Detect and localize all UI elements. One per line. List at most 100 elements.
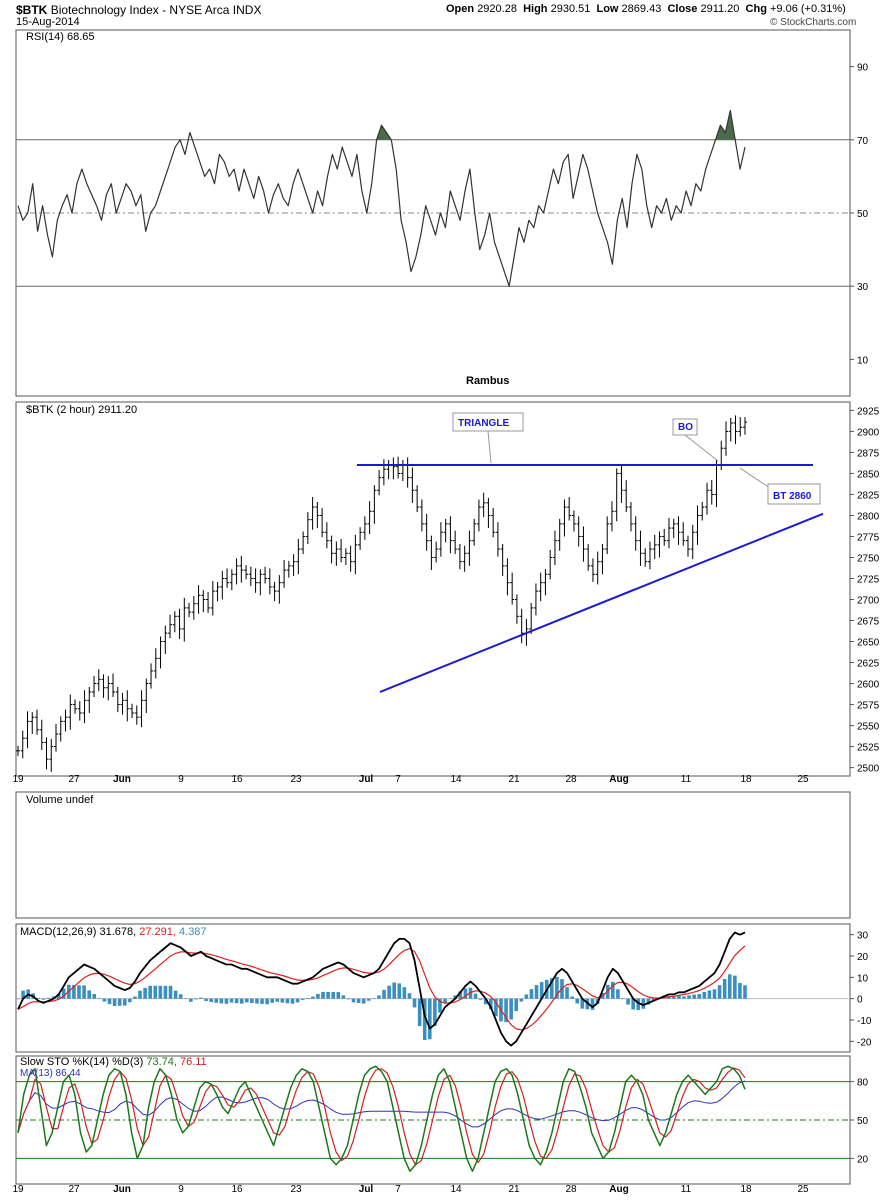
macd-histogram-bar xyxy=(138,990,142,999)
price-bar xyxy=(652,534,657,560)
price-bar xyxy=(495,522,500,557)
open-label: Open xyxy=(446,3,475,15)
price-bar xyxy=(438,522,443,557)
macd-histogram-bar xyxy=(285,998,290,1004)
price-bar xyxy=(82,690,87,724)
price-bar xyxy=(182,597,187,642)
macd-histogram-bar xyxy=(611,981,615,999)
price-bar xyxy=(296,538,301,575)
y-tick-label: 2800 xyxy=(857,511,880,522)
macd-histogram-bar xyxy=(112,998,117,1006)
price-bar xyxy=(20,730,25,759)
macd-histogram-bar xyxy=(199,997,203,999)
price-bar xyxy=(733,415,738,445)
macd-histogram-bar xyxy=(590,998,595,1010)
price-bar xyxy=(538,572,543,602)
close-label: Close xyxy=(667,3,698,15)
price-bar xyxy=(481,492,486,518)
price-bar xyxy=(443,518,448,543)
price-bar xyxy=(624,480,629,513)
price-bar xyxy=(120,692,125,715)
price-bar xyxy=(253,568,258,593)
price-bar xyxy=(196,585,201,614)
price-bar xyxy=(643,548,648,567)
price-bar xyxy=(628,502,633,532)
price-bar xyxy=(647,541,652,570)
macd-histogram-bar xyxy=(422,998,427,1040)
macd-histogram-bar xyxy=(92,993,97,999)
rsi-overbought-fill xyxy=(715,110,736,140)
x-date-label: 28 xyxy=(565,774,577,785)
bt-annotation-box xyxy=(767,483,821,505)
x-date-label: 16 xyxy=(231,774,243,785)
price-bar xyxy=(277,575,282,604)
x-date-label: 16 xyxy=(231,1184,243,1195)
low-value: 2869.43 xyxy=(621,3,662,15)
price-bar xyxy=(543,569,548,596)
macd-histogram-bar xyxy=(87,990,91,999)
macd-histogram-bar xyxy=(433,998,437,1026)
price-bar xyxy=(358,527,363,550)
price-bar xyxy=(419,499,424,532)
macd-histogram-bar xyxy=(494,998,498,1017)
x-date-label: Jun xyxy=(113,1184,131,1195)
y-tick-label: -20 xyxy=(857,1037,872,1048)
x-date-label: 7 xyxy=(395,1184,401,1195)
macd-histogram-bar xyxy=(397,983,402,999)
macd-histogram-bar xyxy=(143,987,147,999)
macd-histogram-bar xyxy=(687,995,691,999)
price-bar xyxy=(225,568,230,588)
y-tick-label: 2600 xyxy=(857,680,880,691)
macd-histogram-bar xyxy=(722,978,727,999)
price-bar xyxy=(571,510,576,532)
triangle-annotation-text: TRIANGLE xyxy=(458,418,509,429)
macd-histogram-bar xyxy=(631,998,635,1010)
price-bar xyxy=(130,703,135,719)
price-bar xyxy=(377,470,382,496)
watermark: © StockCharts.com xyxy=(770,17,857,28)
price-bar xyxy=(77,701,82,721)
macd-histogram-bar xyxy=(443,998,447,1003)
macd-histogram-bar xyxy=(417,998,422,1027)
price-bar xyxy=(44,737,49,770)
price-bar xyxy=(49,739,54,772)
price-bar xyxy=(101,674,106,698)
price-bar xyxy=(54,723,59,752)
macd-histogram-bar xyxy=(148,985,152,999)
price-bar xyxy=(282,560,287,588)
price-bar xyxy=(429,535,434,571)
price-bar xyxy=(685,535,690,557)
macd-histogram-bar xyxy=(382,989,386,999)
macd-histogram-bar xyxy=(173,990,178,999)
price-bar xyxy=(25,711,30,749)
price-bar xyxy=(510,572,515,605)
price-bar xyxy=(638,530,643,566)
macd-histogram-bar xyxy=(280,998,285,1003)
x-date-label: Jul xyxy=(359,774,374,785)
price-bar xyxy=(348,545,353,572)
macd-histogram-bar xyxy=(16,998,20,1000)
y-tick-label: 2725 xyxy=(857,574,880,585)
macd-histogram-bar xyxy=(565,987,569,999)
price-bar xyxy=(581,526,586,562)
macd-histogram-bar xyxy=(483,998,488,1005)
price-bar xyxy=(92,675,97,697)
macd-histogram-bar xyxy=(392,982,397,999)
price-bar xyxy=(353,534,358,575)
x-date-label: Aug xyxy=(609,774,628,785)
price-bar xyxy=(334,541,339,566)
price-bar xyxy=(367,501,372,534)
macd-histogram-bar xyxy=(224,998,229,1004)
x-date-label: Jun xyxy=(113,774,131,785)
x-date-label: 11 xyxy=(681,774,692,785)
rsi-line xyxy=(17,109,746,287)
y-tick-label: 2900 xyxy=(857,427,880,438)
price-legend: $BTK (2 hour) 2911.20 xyxy=(26,404,137,416)
y-tick-label: 10 xyxy=(857,355,869,366)
x-date-label: 23 xyxy=(290,1184,302,1195)
macd-histogram-bar xyxy=(275,998,280,1002)
macd-histogram-bar xyxy=(361,998,366,1004)
macd-histogram-bar xyxy=(539,982,544,999)
price-bar xyxy=(372,485,377,524)
x-date-label: 21 xyxy=(508,774,520,785)
